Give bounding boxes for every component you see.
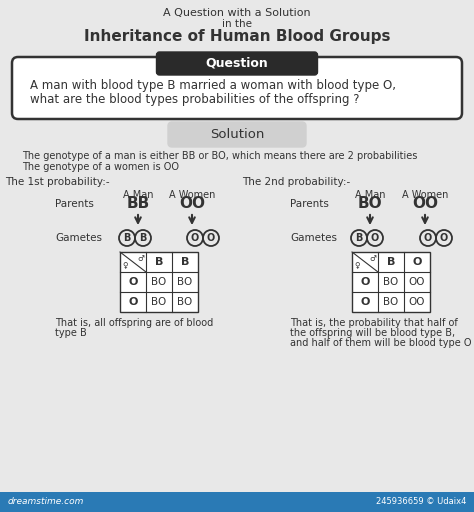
Text: That is, the probability that half of: That is, the probability that half of [290, 318, 458, 328]
Text: B: B [139, 233, 146, 243]
Text: A Women: A Women [402, 190, 448, 200]
FancyBboxPatch shape [156, 52, 318, 75]
Text: BO: BO [383, 277, 399, 287]
Text: BO: BO [151, 297, 167, 307]
Text: A Women: A Women [169, 190, 215, 200]
Text: The 1st probability:-: The 1st probability:- [5, 177, 109, 187]
Text: B: B [155, 257, 163, 267]
Text: O: O [440, 233, 448, 243]
Text: O: O [128, 277, 137, 287]
Text: OO: OO [412, 197, 438, 211]
Text: BO: BO [177, 277, 192, 287]
Text: O: O [191, 233, 199, 243]
Text: BO: BO [383, 297, 399, 307]
Text: BO: BO [358, 197, 383, 211]
Text: BO: BO [151, 277, 167, 287]
Text: A Question with a Solution: A Question with a Solution [163, 8, 311, 18]
Text: B: B [356, 233, 363, 243]
Text: Parents: Parents [290, 199, 329, 209]
Text: Gametes: Gametes [290, 233, 337, 243]
Text: Gametes: Gametes [55, 233, 102, 243]
Text: type B: type B [55, 328, 87, 338]
Text: what are the blood types probabilities of the offspring ?: what are the blood types probabilities o… [30, 93, 359, 106]
Text: in the: in the [222, 19, 252, 29]
Bar [352, 252, 430, 312]
Text: O: O [360, 297, 370, 307]
Text: BO: BO [177, 297, 192, 307]
Bar [120, 252, 198, 312]
FancyBboxPatch shape [168, 122, 306, 147]
Text: A man with blood type B married a woman with blood type O,: A man with blood type B married a woman … [30, 79, 396, 92]
Text: Parents: Parents [55, 199, 94, 209]
FancyBboxPatch shape [12, 57, 462, 119]
Text: OO: OO [409, 277, 425, 287]
Text: BB: BB [127, 197, 150, 211]
Text: ♂: ♂ [137, 254, 144, 263]
Text: Question: Question [206, 57, 268, 70]
Text: Inheritance of Human Blood Groups: Inheritance of Human Blood Groups [84, 29, 390, 44]
Bar [0, 492, 474, 512]
Text: O: O [371, 233, 379, 243]
Text: the offspring will be blood type B,: the offspring will be blood type B, [290, 328, 455, 338]
Text: A Man: A Man [355, 190, 385, 200]
Text: B: B [181, 257, 189, 267]
Text: and half of them will be blood type O: and half of them will be blood type O [290, 338, 472, 348]
Text: ♀: ♀ [354, 261, 360, 270]
Text: B: B [123, 233, 131, 243]
Text: That is, all offspring are of blood: That is, all offspring are of blood [55, 318, 213, 328]
Text: O: O [424, 233, 432, 243]
Text: The genotype of a women is OO: The genotype of a women is OO [22, 162, 179, 172]
Text: O: O [360, 277, 370, 287]
Text: dreamstime.com: dreamstime.com [8, 498, 84, 506]
Text: The genotype of a man is either BB or BO, which means there are 2 probabilities: The genotype of a man is either BB or BO… [22, 151, 418, 161]
Text: B: B [387, 257, 395, 267]
Text: OO: OO [179, 197, 205, 211]
Text: OO: OO [409, 297, 425, 307]
Text: O: O [128, 297, 137, 307]
Text: ♂: ♂ [369, 254, 376, 263]
Text: Solution: Solution [210, 128, 264, 141]
Text: ♀: ♀ [122, 261, 128, 270]
Text: 245936659 © Udaix4: 245936659 © Udaix4 [375, 498, 466, 506]
Text: A Man: A Man [123, 190, 153, 200]
Text: O: O [207, 233, 215, 243]
Text: The 2nd probability:-: The 2nd probability:- [242, 177, 350, 187]
Text: O: O [412, 257, 422, 267]
